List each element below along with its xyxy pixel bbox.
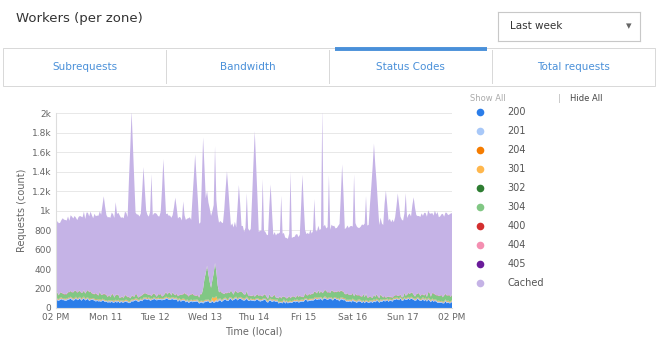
Text: Last week: Last week	[510, 21, 562, 31]
Text: Bandwidth: Bandwidth	[220, 62, 276, 72]
Text: 204: 204	[508, 145, 526, 155]
Y-axis label: Requests (count): Requests (count)	[17, 169, 28, 252]
Text: Show All: Show All	[471, 94, 506, 103]
Text: |: |	[558, 94, 561, 103]
Text: Cached: Cached	[508, 278, 544, 289]
Text: 200: 200	[508, 107, 526, 116]
Text: ▾: ▾	[626, 21, 632, 31]
Text: Hide All: Hide All	[570, 94, 602, 103]
Text: 404: 404	[508, 240, 526, 250]
Text: 405: 405	[508, 259, 526, 269]
Text: Total requests: Total requests	[537, 62, 611, 72]
FancyBboxPatch shape	[3, 48, 655, 86]
Text: 304: 304	[508, 202, 526, 212]
X-axis label: Time (local): Time (local)	[226, 326, 282, 336]
Text: Workers (per zone): Workers (per zone)	[16, 12, 143, 25]
Text: 201: 201	[508, 126, 526, 136]
Text: 301: 301	[508, 164, 526, 174]
Text: Subrequests: Subrequests	[52, 62, 117, 72]
Text: 302: 302	[508, 183, 526, 193]
Text: 400: 400	[508, 221, 526, 231]
Text: Status Codes: Status Codes	[376, 62, 446, 72]
